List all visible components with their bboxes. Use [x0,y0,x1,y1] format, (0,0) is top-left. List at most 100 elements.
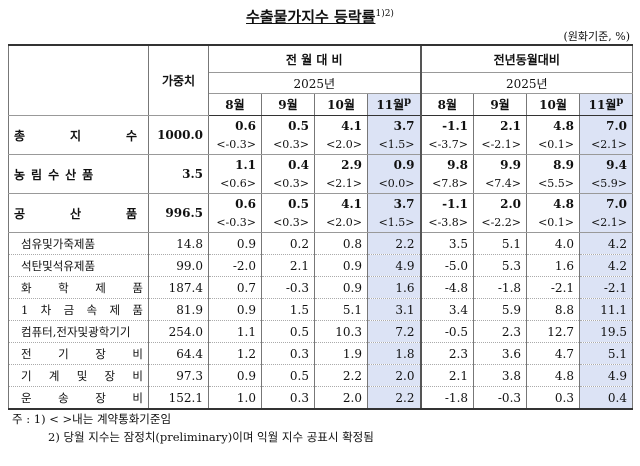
value-cell: 4.8 [526,193,581,213]
contract-cell: <-3.7> [419,135,475,155]
value-cell: 0.9 [314,276,368,299]
value-cell: 0.9 [366,154,422,174]
note-line: 주 : 1) < >내는 계약통화기준임 [12,410,374,428]
value-cell: 19.5 [579,320,634,343]
contract-cell: <7.4> [473,174,528,194]
weight-cell: 14.8 [148,232,209,255]
main-row: 농림수산품 3.5 1.1 0.4 2.9 0.9 9.8 9.9 8.9 9.4 [8,154,634,194]
value-cell: 0.5 [261,193,315,213]
main-row: 총 지 수 1000.0 0.6 0.5 4.1 3.7 -1.1 2.1 4.8 7.0 [8,115,634,155]
value-cell: 0.3 [526,386,581,410]
value-cell: 4.9 [366,254,422,277]
table-body: 총 지 수 1000.0 0.6 0.5 4.1 3.7 -1.1 2.1 4.8 7.0 <-0.… [8,115,634,410]
month-header: 8월 [208,93,262,116]
unit: (원화기준, %) [563,30,630,43]
contract-cell: <7.8> [419,174,475,194]
value-cell: 5.9 [473,298,528,321]
detail-row: 1 차 금 속 제 품 81.9 0.9 1.5 5.1 3.1 3.4 5.9 8.8 11.1 [8,298,634,321]
value-cell: 5.1 [579,342,634,365]
weight-cell: 254.0 [148,320,209,343]
row-label: 운 송 장 비 [8,386,149,410]
contract-row: <-0.3> <0.3> <2.0> <1.5> <-3.8> <-2.2> <0.1> <2… [9,213,634,233]
value-cell: 0.4 [261,154,315,174]
value-cell: 1.0 [208,386,262,410]
weight-cell: 99.0 [148,254,209,277]
value-cell: 0.4 [579,386,634,410]
weight-cell: 152.1 [148,386,209,410]
contract-cell: <2.1> [314,174,368,194]
weight-cell: 3.5 [148,154,209,194]
value-cell: 2.2 [314,364,368,387]
contract-cell: <0.6> [208,174,262,194]
value-cell: 2.0 [314,386,368,410]
weight-cell: 996.5 [148,193,209,233]
value-cell: 2.3 [473,320,528,343]
contract-cell: <2.0> [314,213,368,233]
month-label: 10월 [539,98,567,112]
value-cell: -4.8 [419,276,475,299]
value-cell: 0.9 [208,298,262,321]
value-cell: 2.1 [473,115,528,135]
header-row: 가중치 전 월 대 비 전년동월대비 [8,44,634,116]
title-note: 1)2) [375,9,394,19]
value-cell: 3.1 [366,298,422,321]
value-cell: -1.1 [419,115,475,135]
value-cell: 1.9 [314,342,368,365]
value-cell: 3.7 [366,193,422,213]
month-header: 11월p [579,93,634,116]
month-header: 9월 [473,93,528,116]
value-cell: 0.9 [208,364,262,387]
value-cell: 4.9 [579,364,634,387]
contract-cell: <0.3> [261,213,315,233]
value-cell: 12.7 [526,320,581,343]
weight-cell: 64.4 [148,342,209,365]
row-label: 1 차 금 속 제 품 [8,298,149,321]
value-cell: 0.3 [261,342,315,365]
contract-cell: <1.5> [366,213,422,233]
month-label: 8월 [437,98,457,112]
value-cell: 0.3 [261,386,315,410]
year-header: 2025년 [207,72,422,94]
value-cell: 1.5 [261,298,315,321]
contract-cell: <-2.1> [473,135,528,155]
contract-cell: <-0.3> [208,135,262,155]
contract-cell: <1.5> [366,135,422,155]
value-cell: 2.0 [473,193,528,213]
value-cell: 9.8 [419,154,475,174]
value-cell: 0.5 [261,320,315,343]
contract-cell: <5.5> [526,174,581,194]
month-label: 11월 [588,98,617,112]
value-cell: 0.9 [314,254,368,277]
value-cell: 3.7 [366,115,422,135]
value-cell: 0.6 [208,193,262,213]
value-cell: -1.8 [419,386,475,410]
value-cell: 4.0 [526,232,581,255]
value-cell: 3.8 [473,364,528,387]
detail-row: 섬유및가죽제품 14.8 0.9 0.2 0.8 2.2 3.5 5.1 4.0 4.2 [8,232,634,255]
header-row: 8월 9월 10월 11월p 8월 9월 10월 11월p [9,93,634,116]
month-label: 9월 [278,98,298,112]
contract-cell: <2.1> [579,213,634,233]
month-label: 9월 [490,98,510,112]
month-header: 8월 [419,93,475,116]
weight-header: 가중치 [148,44,209,116]
month-label: 10월 [327,98,355,112]
contract-cell: <5.9> [579,174,634,194]
value-cell: 0.8 [314,232,368,255]
value-cell: -2.1 [526,276,581,299]
title: 수출물가지수 등락률 [246,8,376,26]
prelim-mark: p [616,96,624,107]
row-label: 전 기 장 비 [8,342,149,365]
value-cell: -2.0 [208,254,262,277]
value-cell: 1.6 [366,276,422,299]
header-blank [8,44,149,116]
value-cell: 2.9 [314,154,368,174]
detail-row: 화 학 제 품 187.4 0.7 -0.3 0.9 1.6 -4.8 -1.8 -2.1 -2.… [8,276,634,299]
prelim-mark: p [404,96,412,107]
row-label: 화 학 제 품 [8,276,149,299]
value-cell: 2.3 [419,342,475,365]
value-cell: -1.1 [419,193,475,213]
weight-cell: 187.4 [148,276,209,299]
value-cell: 2.2 [366,232,422,255]
